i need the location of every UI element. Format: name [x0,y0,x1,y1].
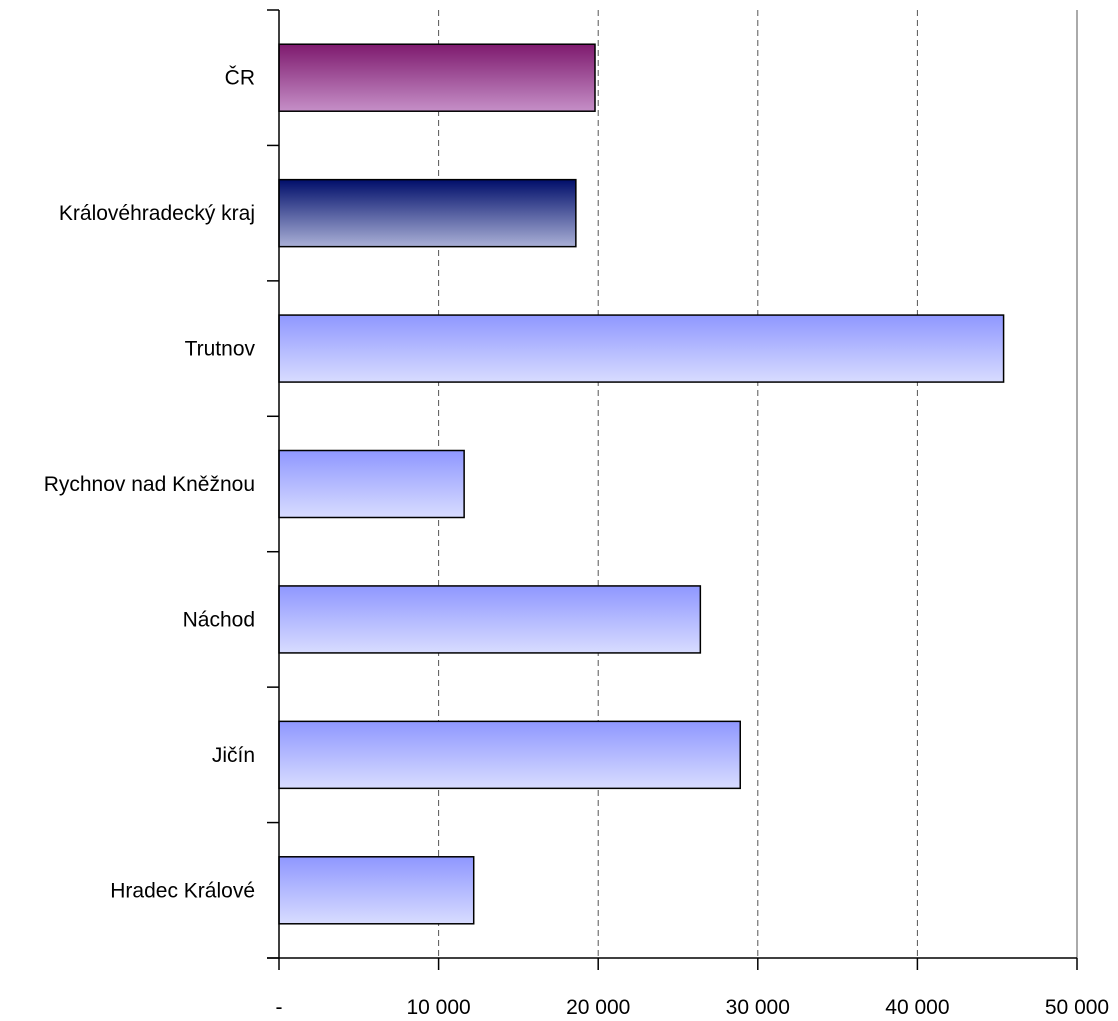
labels: ČR Královéhradecký kraj Trutnov Rychnov nad… [44,67,1109,1019]
bar-5 [278,720,741,790]
category-label-0: ČR [225,67,255,90]
category-label-4: Náchod [183,608,255,631]
category-label-1: Královéhradecký kraj [59,202,255,225]
category-label-5: Jičín [212,744,255,767]
x-tick-label-4: 40 000 [885,996,949,1019]
bar-2 [278,314,1005,383]
category-label-2: Trutnov [185,338,256,361]
category-label-3: Rychnov nad Kněžnou [44,473,255,496]
x-tick-label-2: 20 000 [566,996,630,1019]
axes [267,9,1078,970]
grid-lines [438,10,1078,958]
x-tick-label-0: - [276,996,283,1019]
bar-3 [278,449,465,519]
bar-1 [278,178,577,248]
bars [278,43,1005,925]
bar-4 [278,585,702,654]
x-tick-label-3: 30 000 [726,996,790,1019]
x-tick-label-1: 10 000 [406,996,470,1019]
category-label-6: Hradec Králové [110,879,255,902]
bar-0 [278,43,596,112]
bar-6 [278,856,475,925]
x-tick-label-5: 50 000 [1045,996,1109,1019]
